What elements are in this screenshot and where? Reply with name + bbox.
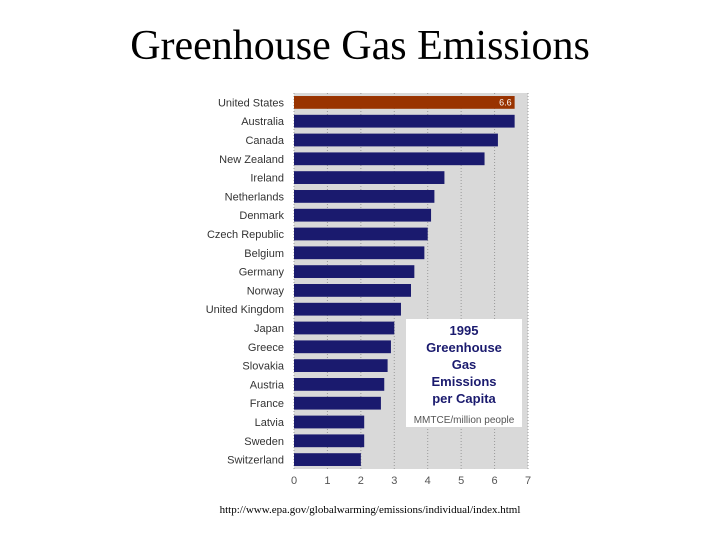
category-label: Norway — [247, 285, 285, 297]
category-label: Japan — [254, 323, 284, 335]
bar — [294, 265, 415, 278]
x-tick-label: 5 — [458, 475, 464, 487]
bars: 6.6 — [294, 96, 515, 466]
legend-box: 1995 Greenhouse Gas Emissions per Capita MMT… — [406, 319, 522, 427]
bar — [294, 453, 361, 466]
bar — [294, 359, 388, 372]
bar — [294, 171, 445, 184]
bar — [294, 246, 425, 260]
legend-unit: MMTCE/million people — [414, 415, 515, 426]
category-label: New Zealand — [219, 154, 284, 166]
x-tick-label: 3 — [391, 475, 397, 487]
legend-title-line: per Capita — [432, 391, 496, 406]
bar — [294, 396, 381, 410]
category-label: France — [250, 398, 284, 410]
category-label: Canada — [245, 135, 284, 147]
bar — [294, 227, 428, 241]
legend-title-line: Gas — [452, 357, 477, 372]
bar — [294, 133, 498, 147]
bar — [294, 208, 432, 222]
bar — [294, 284, 411, 297]
bar — [294, 340, 391, 354]
bar — [294, 434, 365, 448]
slide-title: Greenhouse Gas Emissions — [130, 23, 590, 69]
bar — [294, 96, 515, 109]
category-label: Belgium — [244, 248, 284, 260]
category-label: Czech Republic — [207, 229, 285, 241]
bar — [294, 152, 485, 166]
data-label: 6.6 — [499, 97, 512, 107]
category-label: Sweden — [244, 436, 284, 448]
category-label: Denmark — [239, 210, 284, 222]
bar — [294, 190, 435, 203]
x-tick-label: 1 — [324, 475, 330, 487]
source-url: http://www.epa.gov/globalwarming/emissio… — [219, 504, 521, 516]
legend-title-line: Emissions — [431, 374, 496, 389]
category-label: Austria — [250, 379, 285, 391]
category-label: United States — [218, 97, 285, 109]
category-label: Latvia — [255, 417, 285, 429]
legend-box-frame — [406, 319, 522, 427]
x-tick-labels: 0 1 2 3 4 5 6 7 — [291, 475, 531, 487]
bar — [294, 302, 401, 316]
bar — [294, 114, 515, 128]
category-label: Slovakia — [242, 361, 284, 373]
x-tick-label: 7 — [525, 475, 531, 487]
category-label: Netherlands — [225, 191, 285, 203]
x-tick-label: 2 — [358, 475, 364, 487]
category-label: Switzerland — [227, 455, 284, 467]
bar — [294, 378, 385, 391]
x-tick-label: 0 — [291, 475, 297, 487]
x-tick-label: 4 — [425, 475, 431, 487]
category-label: Greece — [248, 342, 284, 354]
category-label: Germany — [239, 267, 285, 279]
category-labels: United States Australia Canada New Zealand I… — [206, 97, 285, 466]
category-label: Ireland — [250, 173, 284, 185]
bar — [294, 321, 395, 335]
x-tick-label: 6 — [492, 475, 498, 487]
category-label: United Kingdom — [206, 304, 284, 316]
legend-title-line: Greenhouse — [426, 340, 502, 355]
legend-title-line: 1995 — [450, 323, 479, 338]
category-label: Australia — [241, 116, 285, 128]
bar — [294, 415, 365, 429]
